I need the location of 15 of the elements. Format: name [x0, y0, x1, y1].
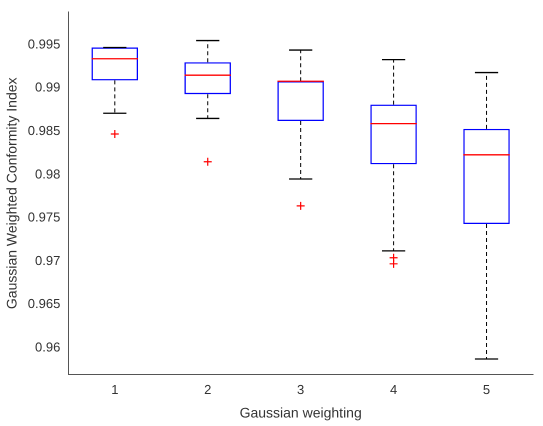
x-tick-label: 3: [297, 382, 304, 397]
y-tick-label: 0.99: [35, 80, 60, 95]
x-tick-label: 4: [390, 382, 398, 397]
y-axis-title: Gaussian Weighted Conformity Index: [3, 77, 20, 310]
y-tick-label: 0.97: [35, 252, 60, 268]
x-tick-label: 1: [111, 382, 118, 397]
y-tick-label: 0.98: [35, 166, 60, 182]
y-tick-label: 0.985: [28, 123, 60, 138]
x-tick-label: 5: [482, 382, 490, 397]
y-tick-label: 0.995: [28, 36, 60, 52]
y-tick-label: 0.96: [35, 339, 60, 354]
y-tick-label: 0.975: [28, 210, 60, 225]
x-axis-title: Gaussian weighting: [240, 404, 362, 420]
x-tick-label: 2: [204, 382, 212, 397]
y-tick-label: 0.965: [28, 296, 60, 312]
